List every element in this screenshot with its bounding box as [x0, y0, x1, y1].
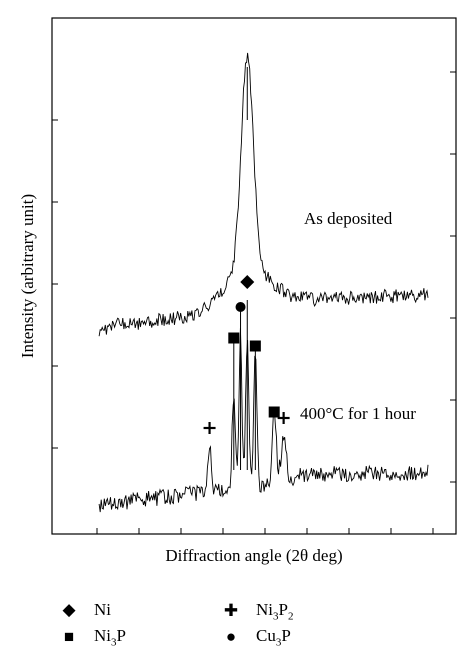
legend-item-ni3p2: ✚ Ni3P2 [220, 600, 294, 623]
legend-item-ni3p: ■ Ni3P [58, 626, 126, 648]
legend-label-ni: Ni [94, 600, 111, 619]
series-label-as-deposited: As deposited [304, 209, 393, 228]
legend-label-ni3p: Ni3P [94, 626, 126, 649]
legend-item-ni: ◆ Ni [58, 600, 111, 620]
x-axis-label: Diffraction angle (2θ deg) [165, 546, 342, 565]
series-line-annealed [98, 328, 429, 513]
ni3p-peak-marker [228, 332, 240, 344]
legend-item-cu3p: ● Cu3P [220, 626, 291, 648]
series-line-as-deposited [98, 52, 429, 337]
legend-label-cu3p: Cu3P [256, 626, 291, 649]
legend-label-ni3p2: Ni3P2 [256, 600, 294, 623]
ni3p-peak-marker [268, 406, 280, 418]
y-axis-label: Intensity (arbitrary unit) [18, 194, 37, 358]
cu3p-peak-marker [235, 302, 246, 312]
series-label-annealed: 400°C for 1 hour [300, 404, 416, 423]
plot-frame [51, 17, 457, 535]
diamond-icon: ◆ [62, 600, 76, 619]
ni3p-peak-marker [249, 340, 261, 352]
ni3p2-peak-marker [203, 422, 216, 434]
ni3p2-peak-marker [277, 412, 290, 424]
circle-icon: ● [225, 627, 237, 647]
plus-icon: ✚ [223, 601, 239, 621]
square-icon: ■ [63, 627, 75, 647]
ni-peak-marker [240, 275, 255, 289]
